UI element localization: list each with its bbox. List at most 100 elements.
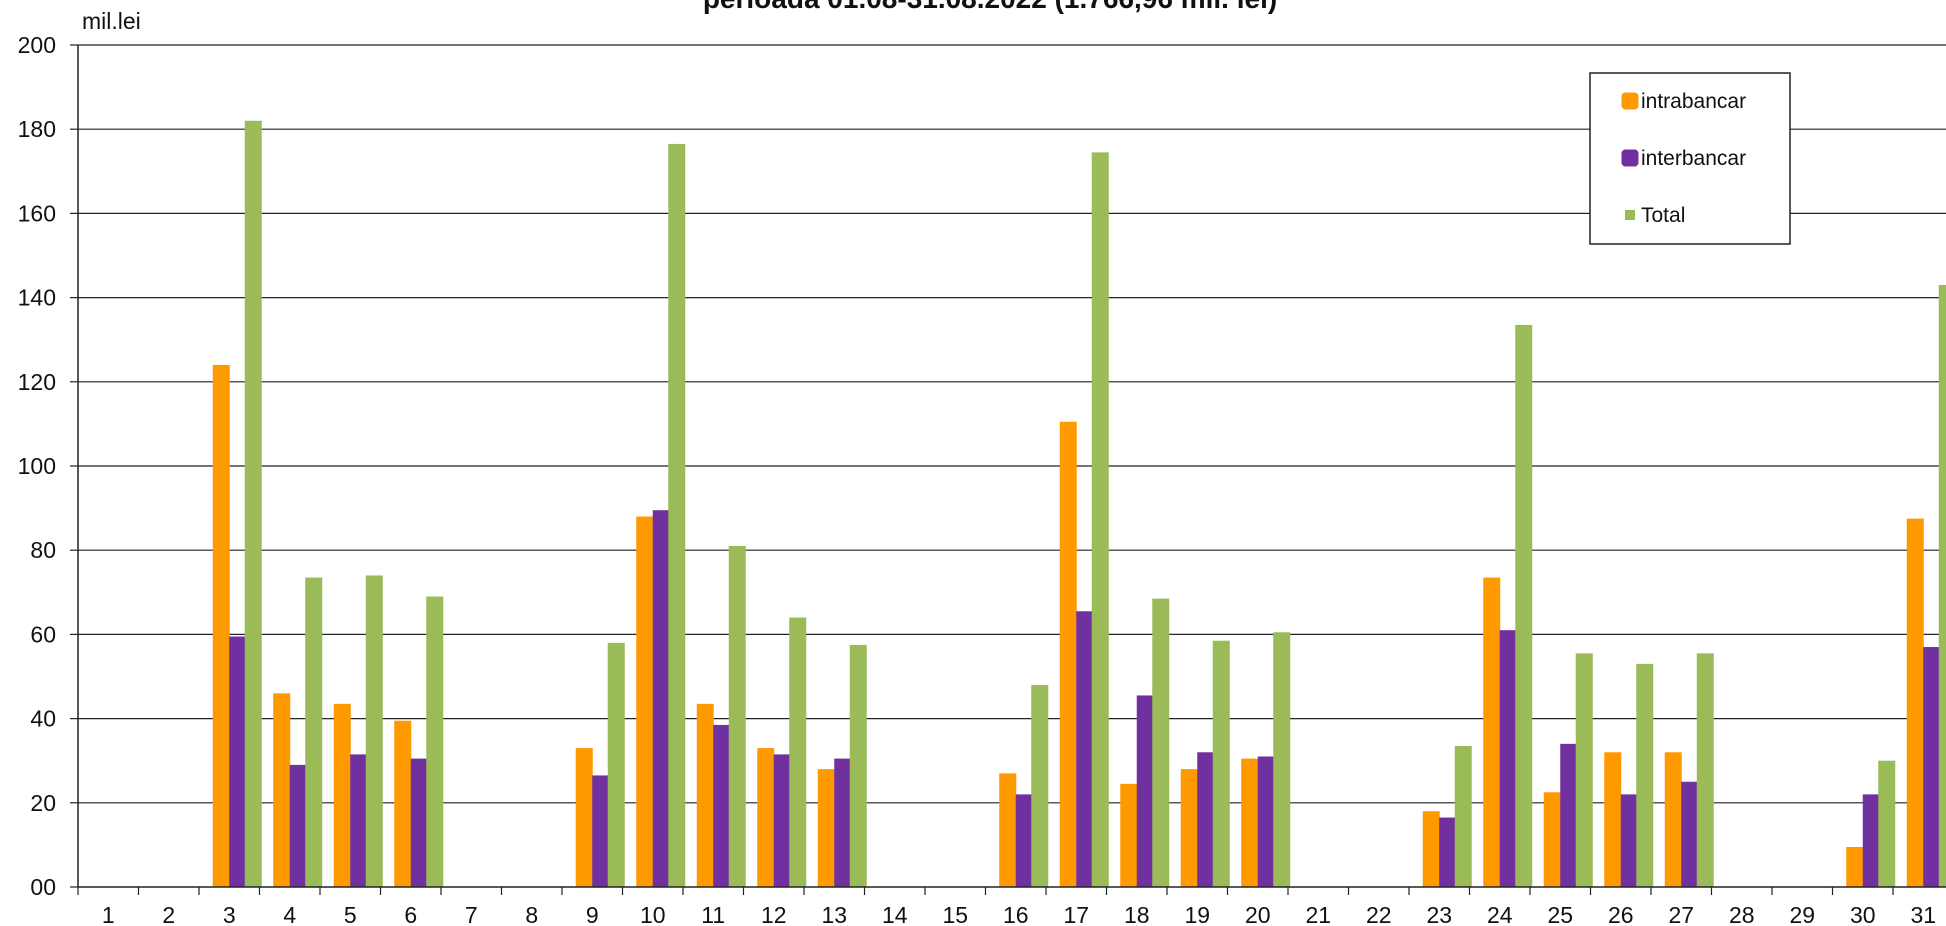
bar-total-3 [244,120,262,887]
x-tick-label: 6 [404,902,417,926]
bar-total-23 [1454,745,1472,887]
bar-intrabancar-16 [999,773,1017,887]
y-tick-label: 180 [18,116,56,142]
bar-interbancar-17 [1076,611,1094,887]
x-tick-label: 16 [1003,902,1029,926]
bar-intrabancar-13 [817,769,835,887]
x-tick-label: 19 [1184,902,1210,926]
bar-total-6 [426,596,444,887]
y-tick-label: 00 [30,874,56,900]
bar-intrabancar-24 [1483,577,1501,887]
x-tick-label: 2 [162,902,175,926]
y-tick-label: 60 [30,621,56,647]
bar-interbancar-25 [1560,743,1578,887]
bar-interbancar-3 [229,636,247,887]
legend-swatch-intrabancar [1621,92,1639,110]
bar-interbancar-16 [1015,794,1033,887]
bar-interbancar-5 [350,754,368,887]
legend-swatch-total [1625,210,1635,220]
bar-total-27 [1696,653,1714,887]
bar-total-13 [849,644,867,887]
bar-intrabancar-9 [575,748,593,887]
axes [77,45,1946,895]
y-tick-label: 160 [18,200,56,226]
bar-total-17 [1091,152,1109,888]
y-tick-label: 80 [30,537,56,563]
bar-intrabancar-5 [333,703,351,887]
bar-total-18 [1152,598,1170,887]
x-tick-label: 17 [1063,902,1089,926]
y-tick-label: 140 [18,285,56,311]
x-tick-label: 9 [586,902,599,926]
bar-total-12 [789,617,807,887]
x-tick-label: 15 [942,902,968,926]
y-tick-labels: 00 20 40 60 80 100 120 140 160 180 200 [18,32,56,900]
bar-total-5 [365,575,383,887]
chart-title: perioada 01.08-31.08.2022 (1.766,96 mil.… [703,0,1277,14]
x-tick-label: 7 [465,902,478,926]
bar-intrabancar-3 [212,364,230,888]
legend-swatch-interbancar [1621,149,1639,167]
x-tick-label: 31 [1910,902,1936,926]
bar-intrabancar-25 [1543,792,1561,887]
legend: intrabancar interbancar Total [1589,72,1791,245]
bar-interbancar-31 [1923,647,1941,887]
bar-interbancar-11 [713,724,731,887]
bar-intrabancar-19 [1180,769,1198,887]
x-tick-label: 14 [882,902,908,926]
bar-intrabancar-20 [1241,758,1259,887]
x-tick-labels: 1 2 3 4 5 6 7 8 9 10 11 12 13 14 15 16 17 18 19 20 21 22 23 24 2… [102,902,1936,926]
bar-total-16 [1031,684,1049,887]
y-axis-unit-label: mil.lei [82,8,141,34]
bar-intrabancar-11 [696,703,714,887]
bar-interbancar-9 [592,775,610,887]
bar-interbancar-26 [1620,794,1638,887]
bar-intrabancar-31 [1906,518,1924,887]
legend-label-total: Total [1641,204,1685,227]
x-tick-label: 13 [821,902,847,926]
x-tick-label: 11 [701,902,725,926]
bar-interbancar-27 [1681,781,1699,887]
bar-interbancar-23 [1439,817,1457,887]
bar-total-10 [668,143,686,887]
bar-interbancar-4 [289,764,307,887]
bar-intrabancar-30 [1846,847,1864,887]
bars [212,120,1946,888]
bar-total-25 [1575,653,1593,887]
bar-total-9 [607,642,625,887]
bar-intrabancar-10 [636,516,654,887]
x-tick-label: 1 [102,902,115,926]
x-tick-label: 30 [1850,902,1876,926]
bar-intrabancar-4 [273,693,291,887]
bar-total-19 [1212,640,1230,887]
x-tick-label: 10 [640,902,666,926]
gridlines [70,44,1946,888]
y-tick-label: 40 [30,706,56,732]
x-tick-label: 18 [1124,902,1150,926]
x-tick-label: 26 [1608,902,1634,926]
x-tick-label: 25 [1547,902,1573,926]
x-tick-label: 28 [1729,902,1755,926]
bar-interbancar-30 [1862,794,1880,887]
x-tick-label: 8 [525,902,538,926]
x-tick-label: 29 [1789,902,1815,926]
legend-label-intrabancar: intrabancar [1641,90,1746,113]
bar-interbancar-20 [1257,756,1275,887]
x-tick-label: 21 [1305,902,1331,926]
bar-interbancar-12 [773,754,791,887]
x-tick-label: 12 [761,902,787,926]
bar-intrabancar-23 [1422,811,1440,887]
bar-intrabancar-6 [394,720,412,887]
bar-intrabancar-17 [1059,421,1077,887]
bar-total-11 [728,545,746,887]
bar-interbancar-24 [1499,630,1517,887]
bar-interbancar-13 [834,758,852,887]
x-tick-label: 24 [1487,902,1513,926]
bar-total-4 [305,577,323,887]
bar-intrabancar-12 [757,748,775,887]
legend-label-interbancar: interbancar [1641,147,1746,170]
bar-total-26 [1636,663,1654,887]
x-tick-label: 23 [1426,902,1452,926]
bar-intrabancar-27 [1664,752,1682,887]
